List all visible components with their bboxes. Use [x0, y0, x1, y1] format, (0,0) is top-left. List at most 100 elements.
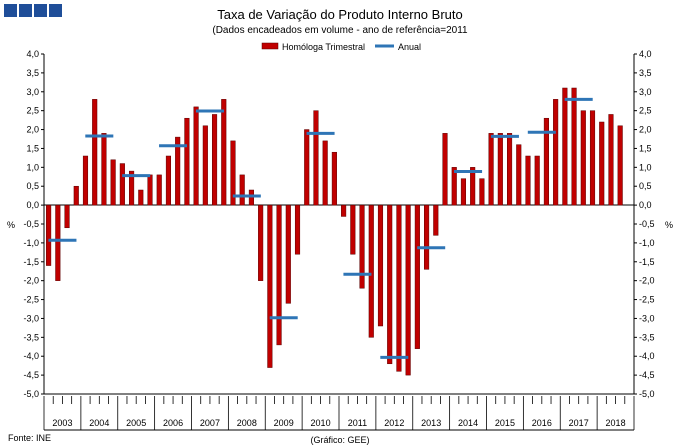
quarterly-bar: [193, 106, 199, 206]
y-ticks: 4,0 4,0 3,5 3,5 3,0 3,0 2,5 2,5 2,0 2,0 1,5 1,5 1,0 1…: [23, 49, 654, 399]
quarterly-bar: [543, 117, 549, 206]
quarterly-bar: [534, 155, 540, 206]
quarterly-bar: [147, 174, 153, 206]
quarterly-bar: [156, 174, 162, 206]
y-tick-label-right: -1,0: [639, 238, 655, 248]
y-tick-label-left: 4,0: [26, 49, 39, 59]
logo-box: [49, 4, 62, 17]
quarterly-bar: [460, 178, 467, 206]
quarterly-bar: [387, 204, 393, 365]
logo-boxes: [4, 4, 62, 17]
y-tick-label-right: 2,5: [639, 106, 652, 116]
y-tick-label-right: -0,5: [639, 219, 655, 229]
chart-subtitle: (Dados encadeados em volume - ano de ref…: [212, 25, 468, 36]
x-year-label: 2010: [311, 418, 331, 428]
quarterly-bar: [479, 178, 485, 206]
legend: Homóloga Trimestral Anual: [261, 42, 421, 52]
logo-box: [34, 4, 47, 17]
quarterly-bar: [599, 121, 605, 206]
quarterly-bars: [46, 87, 623, 376]
y-tick-label-left: -2,0: [23, 276, 39, 286]
y-tick-label-left: -3,5: [23, 332, 39, 342]
quarterly-bar: [331, 151, 337, 206]
x-year-label: 2013: [421, 418, 441, 428]
y-tick-label-right: 1,5: [639, 143, 652, 153]
y-tick-label-right: 1,0: [639, 162, 652, 172]
quarterly-bar: [119, 163, 125, 206]
y-tick-label-left: 2,0: [26, 125, 39, 135]
quarterly-bar: [368, 204, 374, 338]
y-tick-label-left: 3,5: [26, 68, 39, 78]
quarterly-bar: [55, 204, 61, 281]
quarterly-bar: [571, 87, 577, 206]
y-tick-label-left: -3,0: [23, 313, 39, 323]
source-note: Fonte: INE: [8, 433, 51, 443]
quarterly-bar: [92, 99, 98, 206]
quarterly-bar: [488, 133, 494, 206]
logo-box: [19, 4, 32, 17]
quarterly-bar: [202, 125, 208, 206]
y-tick-label-right: -2,5: [639, 295, 655, 305]
quarterly-bar: [184, 117, 190, 206]
quarterly-bar: [506, 133, 513, 206]
quarterly-bar: [294, 204, 301, 255]
y-tick-label-right: 0,0: [639, 200, 652, 210]
quarterly-bar: [562, 87, 568, 206]
quarterly-bar: [414, 204, 420, 349]
quarterly-bar: [442, 133, 448, 206]
y-tick-label-right: -2,0: [639, 276, 655, 286]
quarterly-bar: [221, 99, 227, 206]
y-tick-label-left: 3,0: [26, 87, 39, 97]
y-tick-label-right: 0,5: [639, 181, 652, 191]
quarterly-bar: [82, 155, 89, 206]
y-tick-label-right: 3,5: [639, 68, 652, 78]
y-tick-label-left: -4,5: [23, 370, 39, 380]
y-tick-label-left: 0,5: [26, 181, 39, 191]
quarterly-bar: [101, 133, 107, 206]
quarterly-bar: [248, 189, 254, 206]
y-tick-label-left: 2,5: [26, 106, 39, 116]
chart-title: Taxa de Variação do Produto Interno Brut…: [217, 7, 462, 22]
y-tick-label-left: -2,5: [23, 295, 39, 305]
quarterly-bar: [341, 204, 347, 217]
quarterly-bar: [46, 204, 52, 266]
quarterly-bar: [497, 133, 503, 206]
annual-segments: [48, 97, 593, 359]
y-tick-label-right: -3,5: [639, 332, 655, 342]
y-axis-right-unit: %: [665, 220, 673, 230]
quarterly-bar: [424, 204, 430, 270]
quarterly-bar: [73, 185, 79, 206]
quarterly-bar: [525, 155, 531, 206]
quarterly-bar: [553, 99, 559, 206]
quarterly-bar: [285, 204, 291, 304]
quarterly-bar: [617, 125, 623, 206]
x-year-label: 2016: [532, 418, 552, 428]
quarterly-bar: [304, 129, 310, 206]
y-tick-label-right: -5,0: [639, 389, 655, 399]
quarterly-bar: [267, 204, 273, 368]
quarterly-bar: [396, 204, 402, 372]
y-tick-label-left: -1,5: [23, 257, 39, 267]
quarterly-bar: [470, 167, 476, 206]
y-tick-label-left: -4,0: [23, 351, 39, 361]
quarterly-bar: [608, 114, 614, 206]
quarterly-bar: [451, 167, 457, 206]
y-tick-label-right: 4,0: [639, 49, 652, 59]
quarterly-bar: [313, 110, 319, 206]
quarterly-bar: [350, 204, 356, 255]
quarterly-bar: [175, 136, 181, 206]
y-tick-label-left: 0,0: [26, 200, 39, 210]
quarterly-bar: [405, 204, 411, 376]
y-tick-label-left: -1,0: [23, 238, 39, 248]
y-tick-label-right: -1,5: [639, 257, 655, 267]
y-tick-label-left: 1,5: [26, 143, 39, 153]
quarterly-bar: [165, 155, 172, 206]
y-tick-label-right: -4,5: [639, 370, 655, 380]
x-year-label: 2003: [52, 418, 72, 428]
x-year-label: 2012: [384, 418, 404, 428]
x-year-label: 2018: [606, 418, 626, 428]
x-year-label: 2007: [200, 418, 220, 428]
x-year-label: 2017: [569, 418, 589, 428]
quarterly-bar: [516, 144, 522, 206]
